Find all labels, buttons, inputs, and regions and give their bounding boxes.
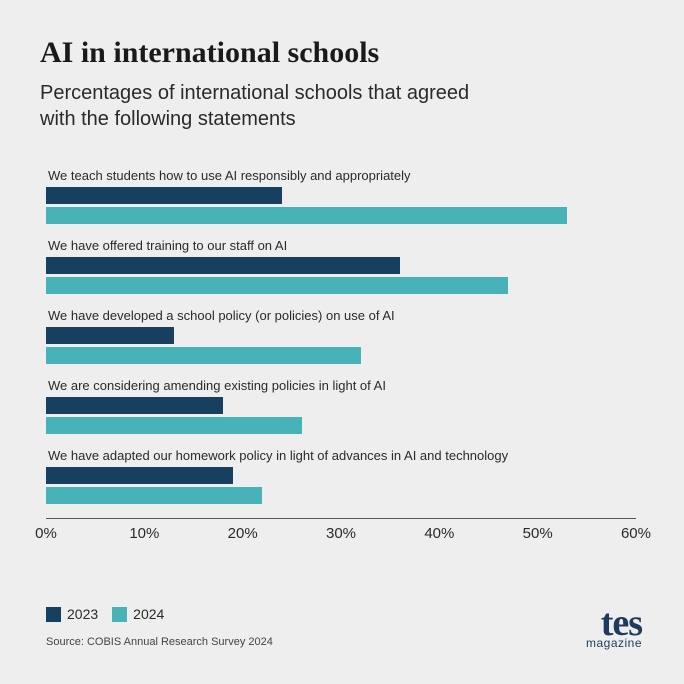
bar: [46, 327, 174, 344]
chart-title: AI in international schools: [40, 36, 644, 70]
bar-row: [46, 467, 636, 484]
legend-swatch: [112, 607, 127, 622]
axis-tick: 60%: [621, 525, 651, 542]
axis-tick: 0%: [31, 525, 61, 542]
axis-tick: 10%: [129, 525, 159, 542]
group-label: We are considering amending existing pol…: [46, 378, 636, 393]
bar: [46, 397, 223, 414]
bar-row: [46, 397, 636, 414]
x-axis: 0%10%20%30%40%50%60%: [46, 518, 636, 542]
bar-row: [46, 207, 636, 224]
chart-subtitle: Percentages of international schools tha…: [40, 80, 490, 132]
bar-row: [46, 187, 636, 204]
bar-chart: We teach students how to use AI responsi…: [46, 168, 636, 504]
bar-group: We have adapted our homework policy in l…: [46, 448, 636, 504]
bar-row: [46, 277, 636, 294]
bar: [46, 487, 262, 504]
bar-row: [46, 327, 636, 344]
legend-swatch: [46, 607, 61, 622]
publisher-logo: tes magazine: [586, 609, 642, 651]
bar: [46, 347, 361, 364]
legend-item: 2023: [46, 606, 98, 622]
legend-label: 2024: [133, 606, 164, 622]
logo-sub: magazine: [586, 636, 642, 650]
bar: [46, 417, 302, 434]
bar-row: [46, 417, 636, 434]
axis-tick: 50%: [523, 525, 553, 542]
bar-row: [46, 347, 636, 364]
bar-row: [46, 257, 636, 274]
group-label: We have adapted our homework policy in l…: [46, 448, 636, 463]
legend-label: 2023: [67, 606, 98, 622]
group-label: We teach students how to use AI responsi…: [46, 168, 636, 183]
bar-group: We teach students how to use AI responsi…: [46, 168, 636, 224]
bar: [46, 257, 400, 274]
bar: [46, 207, 567, 224]
bar-group: We have developed a school policy (or po…: [46, 308, 636, 364]
axis-tick: 30%: [326, 525, 356, 542]
bar-group: We are considering amending existing pol…: [46, 378, 636, 434]
legend-item: 2024: [112, 606, 164, 622]
legend: 2023 2024: [46, 606, 164, 622]
axis-tick: 20%: [228, 525, 258, 542]
bar-row: [46, 487, 636, 504]
bar: [46, 187, 282, 204]
group-label: We have offered training to our staff on…: [46, 238, 636, 253]
source-text: Source: COBIS Annual Research Survey 202…: [46, 636, 273, 648]
axis-tick: 40%: [424, 525, 454, 542]
bar-group: We have offered training to our staff on…: [46, 238, 636, 294]
bar: [46, 467, 233, 484]
logo-main: tes: [586, 609, 642, 638]
group-label: We have developed a school policy (or po…: [46, 308, 636, 323]
bar: [46, 277, 508, 294]
